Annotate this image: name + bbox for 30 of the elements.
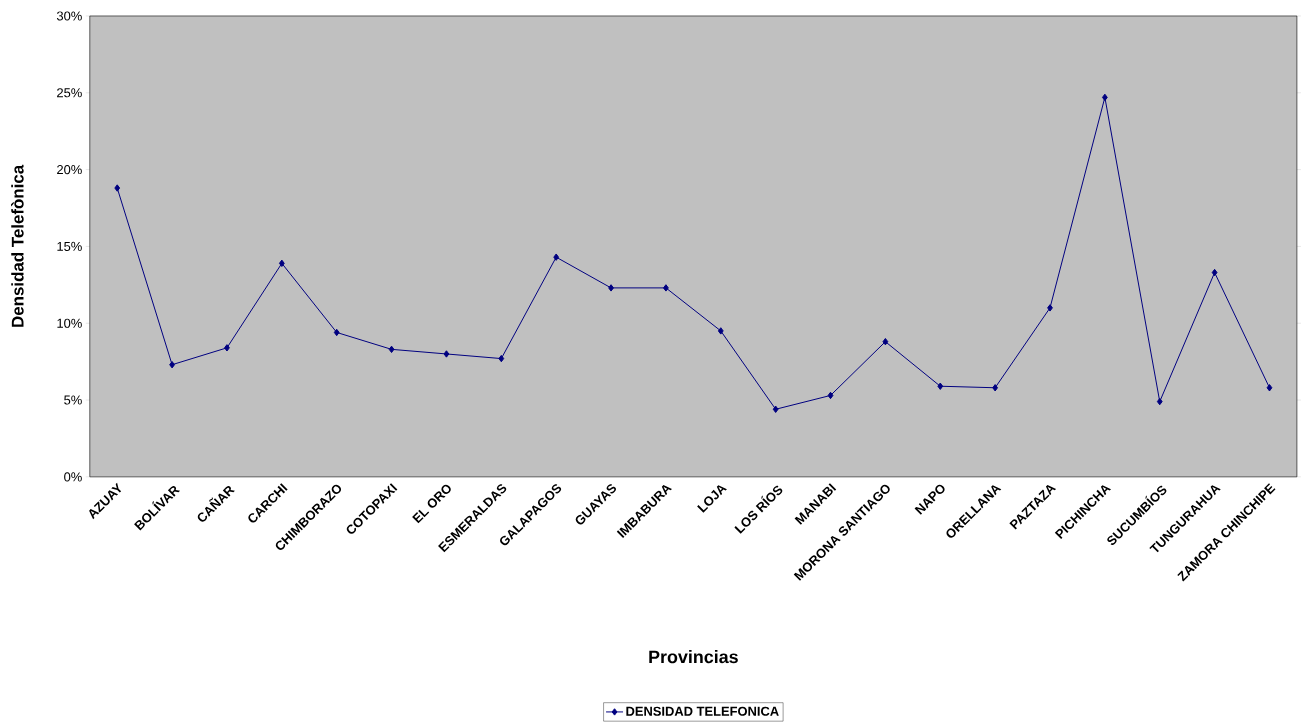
y-axis-title: Densidad Telefònica xyxy=(11,164,24,327)
y-tick-label: 15% xyxy=(57,241,82,251)
point xyxy=(1266,383,1273,392)
point xyxy=(443,350,450,358)
x-axis-title: Provincias xyxy=(649,649,738,664)
point xyxy=(1047,304,1053,312)
y-tick-label: 10% xyxy=(57,318,82,328)
point xyxy=(882,337,889,346)
point xyxy=(992,383,999,392)
point xyxy=(1101,93,1108,101)
y-tick-label: 20% xyxy=(57,164,82,175)
point xyxy=(553,253,560,261)
point xyxy=(937,382,944,390)
y-tick-label: 0% xyxy=(64,472,82,482)
point xyxy=(717,327,724,335)
point xyxy=(772,405,779,413)
point xyxy=(1156,397,1163,406)
point xyxy=(827,391,834,399)
point xyxy=(333,328,340,337)
y-tick-label: 5% xyxy=(64,395,82,405)
point xyxy=(1211,268,1218,277)
point xyxy=(498,354,505,363)
point xyxy=(663,284,669,292)
point xyxy=(388,345,395,353)
y-tick-label: 25% xyxy=(57,88,82,98)
point xyxy=(114,184,121,192)
legend-label: DENSIDAD TELEFONICA xyxy=(626,706,779,716)
point xyxy=(278,259,285,267)
y-tick-label: 30% xyxy=(56,11,82,21)
point xyxy=(608,284,614,292)
